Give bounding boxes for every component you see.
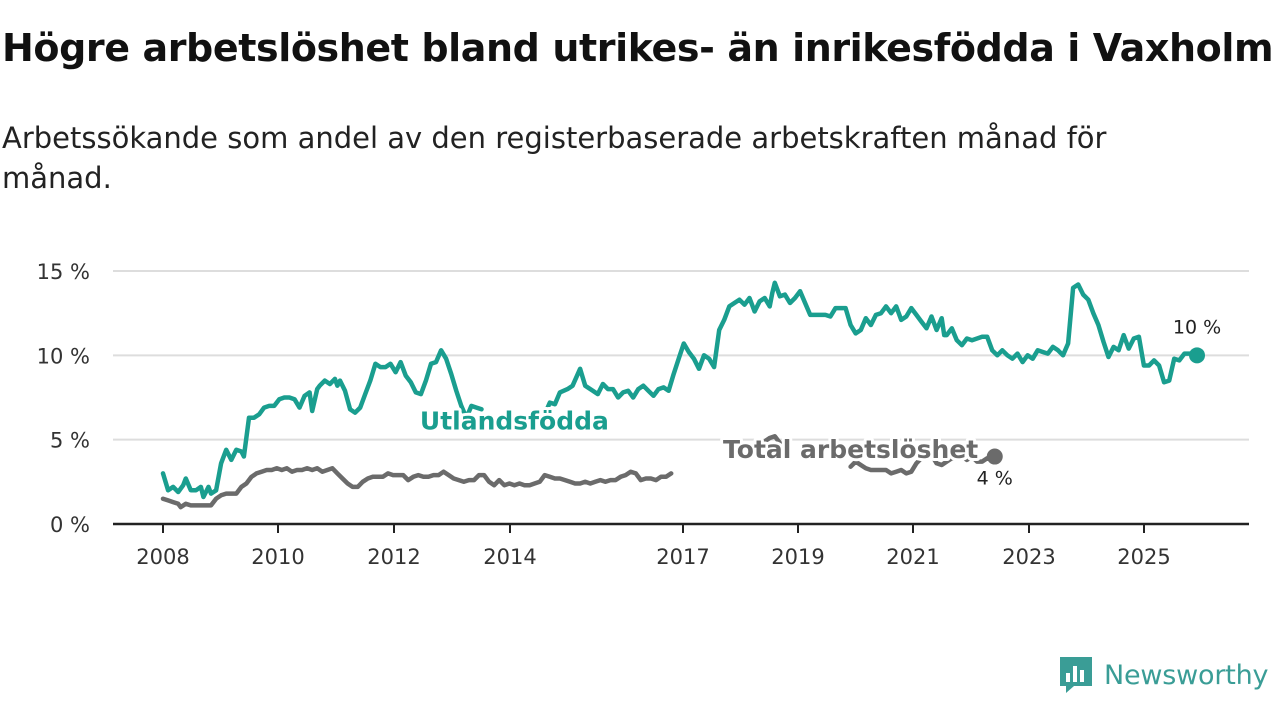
x-tick-label: 2014 — [483, 545, 536, 569]
series-line-total-2 — [160, 466, 674, 510]
x-tick-label: 2008 — [136, 545, 189, 569]
series-label-total: Total arbetslöshet — [723, 435, 978, 464]
x-tick-label: 2019 — [771, 545, 824, 569]
chart-title: Högre arbetslöshet bland utrikes- än inr… — [2, 26, 1274, 70]
brand-logo: Newsworthy — [1058, 654, 1269, 696]
y-tick-label: 5 % — [50, 429, 90, 453]
x-axis: 2008 2010 2012 2014 2017 2019 2021 2023 2025 — [113, 522, 1249, 569]
series-lines — [160, 280, 1205, 510]
series-line-utlandsfodda-1 — [539, 280, 1200, 429]
brand-name: Newsworthy — [1104, 659, 1269, 691]
x-tick-label: 2021 — [886, 545, 939, 569]
series-line-total-4 — [848, 452, 998, 476]
chart-subtitle: Arbetssökande som andel av den registerb… — [2, 121, 1107, 195]
x-tick-label: 2012 — [367, 545, 420, 569]
x-tick-label: 2025 — [1117, 545, 1170, 569]
end-value-label: 10 % — [1173, 316, 1221, 338]
end-value-label: 4 % — [977, 468, 1013, 490]
y-tick-label: 10 % — [37, 344, 90, 368]
series-line-utlandsfodda-0 — [160, 348, 484, 500]
y-tick-label: 15 % — [37, 260, 90, 284]
series-labels: 10 % 4 % Utlandsfödda Total arbetslöshet — [417, 316, 1221, 490]
end-point-total — [986, 448, 1003, 465]
end-point-utlandsfodda — [1189, 347, 1205, 364]
x-tick-label: 2017 — [656, 545, 709, 569]
x-tick-label: 2023 — [1002, 545, 1055, 569]
newsworthy-chart-icon — [1060, 657, 1092, 693]
series-line-total-3 — [752, 434, 783, 447]
x-tick-label: 2010 — [251, 545, 304, 569]
series-label-utlandsfodda: Utlandsfödda — [420, 407, 609, 436]
y-tick-label: 0 % — [50, 513, 90, 537]
